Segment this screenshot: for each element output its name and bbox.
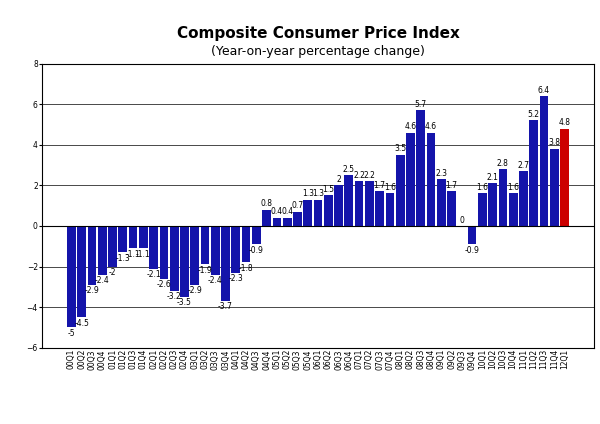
Text: 3.8: 3.8	[548, 138, 560, 148]
Bar	[200, 226, 209, 265]
Bar	[447, 192, 456, 226]
Text: 1.6: 1.6	[384, 183, 396, 192]
Bar	[180, 226, 189, 297]
Text: 0.4: 0.4	[281, 207, 293, 216]
Text: 2: 2	[336, 175, 341, 184]
Text: 5.2: 5.2	[528, 110, 540, 119]
Text: -2.4: -2.4	[95, 276, 110, 285]
Text: 1.6: 1.6	[507, 183, 519, 192]
Bar	[221, 226, 230, 301]
Bar	[509, 193, 518, 226]
Bar	[416, 110, 425, 226]
Bar	[396, 155, 404, 226]
Bar	[272, 218, 281, 226]
Text: -2.3: -2.3	[229, 274, 243, 283]
Text: -3.7: -3.7	[218, 302, 233, 312]
Bar	[242, 226, 250, 262]
Text: -2: -2	[109, 268, 116, 277]
Bar	[98, 226, 107, 275]
Text: 1.3: 1.3	[312, 189, 324, 198]
Bar	[252, 226, 261, 244]
Text: -3.5: -3.5	[177, 298, 192, 307]
Bar	[77, 226, 86, 317]
Bar	[88, 226, 97, 285]
Bar	[539, 96, 548, 226]
Bar	[499, 169, 507, 226]
Bar	[314, 200, 322, 226]
Text: 4.6: 4.6	[404, 122, 416, 131]
Bar	[365, 181, 374, 226]
Bar	[355, 181, 364, 226]
Text: -1.8: -1.8	[239, 264, 253, 273]
Bar	[478, 193, 487, 226]
Text: 6.4: 6.4	[538, 86, 550, 95]
Bar	[160, 226, 168, 279]
Text: 1.7: 1.7	[446, 181, 458, 190]
Text: -2.1: -2.1	[146, 270, 161, 279]
Text: 2.2: 2.2	[364, 171, 376, 180]
Text: -5: -5	[68, 329, 75, 338]
Bar	[67, 226, 76, 327]
Bar	[386, 193, 394, 226]
Bar	[190, 226, 199, 285]
Bar	[304, 200, 312, 226]
Text: 2.7: 2.7	[517, 161, 529, 170]
Text: 0.7: 0.7	[292, 201, 304, 210]
Text: -4.5: -4.5	[74, 319, 89, 328]
Text: 0.8: 0.8	[260, 199, 272, 208]
Bar	[129, 226, 137, 248]
Text: -3.2: -3.2	[167, 292, 182, 301]
Text: -1.9: -1.9	[197, 266, 212, 275]
Text: Composite Consumer Price Index: Composite Consumer Price Index	[176, 26, 460, 41]
Text: -2.6: -2.6	[157, 280, 171, 289]
Bar	[375, 192, 384, 226]
Text: 4.6: 4.6	[425, 122, 437, 131]
Text: -0.9: -0.9	[464, 245, 479, 255]
Bar	[519, 171, 528, 226]
Bar	[427, 133, 436, 226]
Bar	[437, 179, 446, 226]
Bar	[232, 226, 240, 273]
Bar	[118, 226, 127, 252]
Bar	[344, 175, 353, 226]
Bar	[529, 120, 538, 226]
Text: 2.1: 2.1	[487, 173, 499, 182]
Bar	[406, 133, 415, 226]
Text: 2.8: 2.8	[497, 159, 509, 168]
Text: -2.9: -2.9	[187, 286, 202, 295]
Bar	[468, 226, 476, 244]
Bar	[560, 128, 569, 226]
Bar	[550, 149, 559, 226]
Bar	[139, 226, 148, 248]
Text: 2.3: 2.3	[435, 169, 447, 178]
Text: 1.5: 1.5	[322, 185, 334, 194]
Text: 1.3: 1.3	[302, 189, 314, 198]
Text: 2.5: 2.5	[343, 165, 355, 174]
Text: -0.9: -0.9	[249, 245, 264, 255]
Text: 4.8: 4.8	[559, 118, 571, 127]
Bar	[149, 226, 158, 268]
Text: -1.1: -1.1	[136, 250, 151, 259]
Text: 3.5: 3.5	[394, 145, 406, 153]
Bar	[488, 183, 497, 226]
Text: -2.9: -2.9	[85, 286, 100, 295]
Text: 1.6: 1.6	[476, 183, 488, 192]
Text: 5.7: 5.7	[415, 100, 427, 109]
Bar	[334, 185, 343, 226]
Text: 1.7: 1.7	[374, 181, 386, 190]
Bar	[324, 195, 332, 226]
Text: 2.2: 2.2	[353, 171, 365, 180]
Text: -1.1: -1.1	[126, 250, 140, 259]
Text: (Year-on-year percentage change): (Year-on-year percentage change)	[211, 45, 425, 58]
Bar	[108, 226, 117, 267]
Text: -2.4: -2.4	[208, 276, 223, 285]
Text: 0: 0	[460, 215, 464, 225]
Bar	[170, 226, 179, 291]
Text: -1.3: -1.3	[115, 254, 130, 263]
Bar	[293, 212, 302, 226]
Bar	[211, 226, 220, 275]
Bar	[262, 210, 271, 226]
Text: 0.4: 0.4	[271, 207, 283, 216]
Bar	[283, 218, 292, 226]
